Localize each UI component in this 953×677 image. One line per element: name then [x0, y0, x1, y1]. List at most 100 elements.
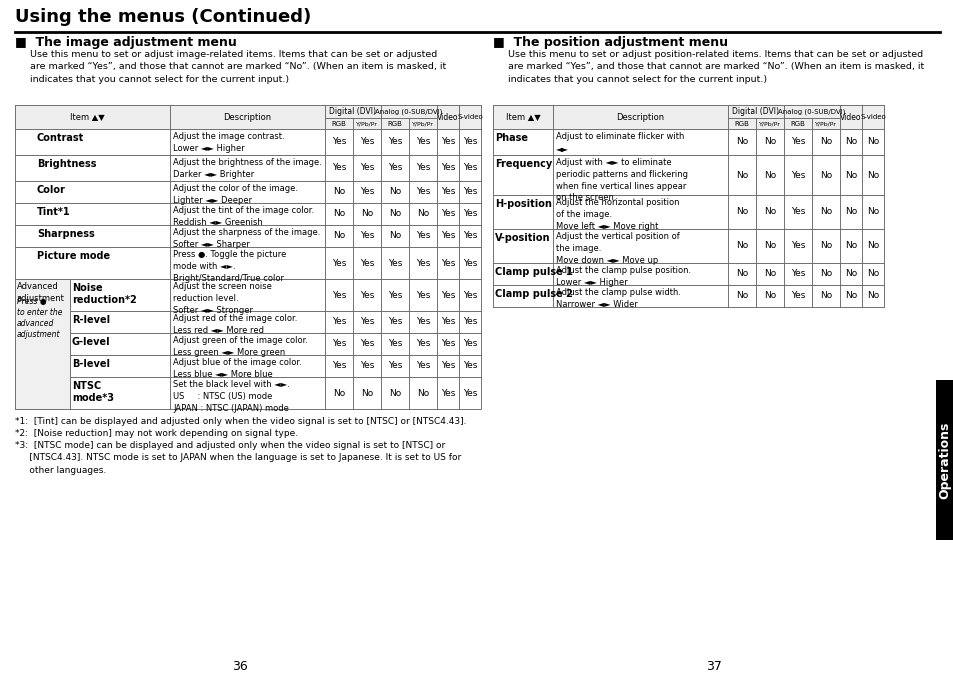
- Text: Yes: Yes: [388, 318, 402, 326]
- Text: Yes: Yes: [462, 339, 476, 349]
- Text: Yes: Yes: [440, 232, 455, 240]
- Bar: [840, 229, 862, 263]
- Bar: [493, 105, 553, 129]
- Bar: [325, 181, 353, 203]
- Text: No: No: [866, 269, 879, 278]
- Bar: [70, 279, 170, 311]
- Bar: [325, 155, 353, 181]
- Bar: [325, 311, 353, 333]
- Bar: [458, 311, 480, 333]
- Text: Yes: Yes: [416, 164, 430, 173]
- Bar: [553, 195, 727, 229]
- Text: Yes: Yes: [359, 137, 374, 146]
- Text: NTSC
mode*3: NTSC mode*3: [71, 381, 113, 403]
- Bar: [436, 129, 458, 155]
- Bar: [409, 355, 436, 377]
- Text: No: No: [333, 232, 345, 240]
- Text: Yes: Yes: [388, 259, 402, 267]
- Text: Sharpness: Sharpness: [37, 229, 94, 239]
- Text: Yes: Yes: [440, 290, 455, 299]
- Bar: [15, 247, 480, 279]
- Bar: [70, 333, 170, 355]
- Bar: [458, 225, 480, 247]
- Text: Yes: Yes: [332, 137, 346, 146]
- Bar: [755, 155, 783, 195]
- Bar: [353, 311, 380, 333]
- Bar: [493, 285, 883, 307]
- Text: Yes: Yes: [462, 290, 476, 299]
- Bar: [811, 229, 840, 263]
- Bar: [380, 129, 409, 155]
- Bar: [15, 225, 480, 247]
- Bar: [783, 105, 840, 118]
- Text: No: No: [735, 207, 747, 217]
- Bar: [15, 181, 170, 203]
- Bar: [755, 195, 783, 229]
- Bar: [409, 247, 436, 279]
- Text: Yes: Yes: [462, 188, 476, 196]
- Bar: [811, 155, 840, 195]
- Text: No: No: [333, 389, 345, 397]
- Text: Yes: Yes: [790, 269, 804, 278]
- Text: Brightness: Brightness: [37, 159, 96, 169]
- Text: V-position: V-position: [495, 233, 550, 243]
- Bar: [436, 203, 458, 225]
- Text: ■  The position adjustment menu: ■ The position adjustment menu: [493, 36, 727, 49]
- Bar: [493, 195, 883, 229]
- Bar: [15, 155, 480, 181]
- Text: Yes: Yes: [790, 242, 804, 250]
- Bar: [353, 203, 380, 225]
- Text: Yes: Yes: [462, 209, 476, 219]
- Text: Adjust the tint of the image color.
Reddish ◄► Greenish: Adjust the tint of the image color. Redd…: [172, 206, 314, 227]
- Text: Adjust the sharpness of the image.
Softer ◄► Sharper: Adjust the sharpness of the image. Softe…: [172, 228, 320, 249]
- Bar: [755, 285, 783, 307]
- Text: No: No: [735, 292, 747, 301]
- Text: Adjust the brightness of the image.
Darker ◄► Brighter: Adjust the brightness of the image. Dark…: [172, 158, 321, 179]
- Text: No: No: [819, 171, 831, 179]
- Bar: [458, 155, 480, 181]
- Bar: [811, 118, 840, 129]
- Bar: [783, 129, 811, 155]
- Text: Set the black level with ◄►.
US     : NTSC (US) mode
JAPAN : NTSC (JAPAN) mode: Set the black level with ◄►. US : NTSC (…: [172, 380, 290, 412]
- Bar: [727, 105, 783, 118]
- Bar: [170, 355, 325, 377]
- Bar: [458, 181, 480, 203]
- Text: Yes: Yes: [388, 137, 402, 146]
- Text: No: No: [333, 209, 345, 219]
- Text: No: No: [866, 137, 879, 146]
- Bar: [727, 263, 755, 285]
- Bar: [15, 311, 480, 333]
- Text: Yes: Yes: [359, 259, 374, 267]
- Bar: [15, 377, 480, 409]
- Text: Yes: Yes: [416, 259, 430, 267]
- Bar: [353, 118, 380, 129]
- Bar: [409, 225, 436, 247]
- Bar: [811, 285, 840, 307]
- Text: Yes: Yes: [416, 339, 430, 349]
- Text: No: No: [763, 207, 776, 217]
- Bar: [755, 118, 783, 129]
- Bar: [170, 377, 325, 409]
- Bar: [553, 229, 727, 263]
- Text: Yes: Yes: [790, 207, 804, 217]
- Text: Press ●
to enter the
advanced
adjustment: Press ● to enter the advanced adjustment: [17, 297, 63, 339]
- Text: Item ▲▼: Item ▲▼: [505, 112, 539, 121]
- Text: No: No: [763, 171, 776, 179]
- Text: RGB: RGB: [790, 121, 804, 127]
- Text: Yes: Yes: [440, 259, 455, 267]
- Text: Adjust to eliminate flicker with
◄►: Adjust to eliminate flicker with ◄►: [556, 132, 683, 153]
- Text: RGB: RGB: [332, 121, 346, 127]
- Bar: [493, 129, 883, 155]
- Text: Yes: Yes: [388, 164, 402, 173]
- Text: Yes: Yes: [388, 362, 402, 370]
- Bar: [70, 355, 170, 377]
- Bar: [170, 105, 325, 129]
- Text: No: No: [389, 389, 400, 397]
- Text: Y/Pb/Pr: Y/Pb/Pr: [814, 121, 836, 126]
- Bar: [325, 355, 353, 377]
- Bar: [436, 225, 458, 247]
- Text: B-level: B-level: [71, 359, 110, 369]
- Text: *3:  [NTSC mode] can be displayed and adjusted only when the video signal is set: *3: [NTSC mode] can be displayed and adj…: [15, 441, 460, 475]
- Text: No: No: [844, 292, 856, 301]
- Bar: [755, 229, 783, 263]
